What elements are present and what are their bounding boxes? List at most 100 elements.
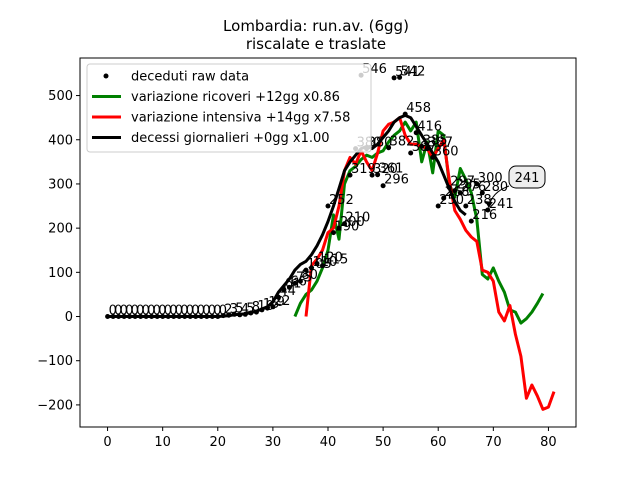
raw-data-point <box>430 154 436 160</box>
raw-data-point <box>160 314 166 319</box>
raw-data-label: 0 <box>147 304 155 319</box>
raw-data-point <box>331 230 336 236</box>
chart-title-line2: riscalate e traslate <box>246 35 386 53</box>
x-tick-label: 40 <box>320 435 337 450</box>
legend-label: deceduti raw data <box>131 70 249 85</box>
raw-data-label: 0 <box>213 304 221 319</box>
raw-data-label: 0 <box>208 304 216 319</box>
raw-data-point <box>485 207 491 213</box>
raw-data-point <box>132 314 138 319</box>
raw-data-point <box>270 304 276 310</box>
raw-data-point <box>303 267 309 273</box>
raw-data-label: 0 <box>125 304 133 319</box>
raw-data-point <box>468 218 474 224</box>
raw-data-point <box>138 314 144 319</box>
raw-data-label: 0 <box>114 304 122 319</box>
raw-data-point <box>314 261 320 266</box>
raw-data-point <box>479 190 485 196</box>
raw-data-point <box>286 284 292 290</box>
raw-data-point <box>253 309 259 315</box>
raw-data-point <box>463 203 469 209</box>
raw-data-label: 385 <box>423 133 448 148</box>
x-tick-label: 70 <box>485 435 502 450</box>
raw-data-point <box>198 314 204 319</box>
raw-data-point <box>121 314 127 319</box>
raw-data-point <box>204 314 210 319</box>
raw-data-point <box>220 313 226 319</box>
raw-data-label: 0 <box>164 304 172 319</box>
raw-data-point <box>242 311 248 317</box>
raw-data-label: 0 <box>191 304 199 319</box>
raw-data-label: 382 <box>390 135 415 150</box>
raw-data-label: 4 <box>241 302 249 317</box>
raw-data-point <box>391 75 397 81</box>
raw-data-point <box>369 172 375 178</box>
plot-area: 0000000000000000000002354581015192244616… <box>105 62 556 411</box>
raw-data-label: 3 <box>230 302 238 317</box>
x-tick-label: 50 <box>375 435 392 450</box>
raw-data-label: 0 <box>180 304 188 319</box>
raw-data-label: 0 <box>175 304 183 319</box>
raw-data-point <box>165 314 171 319</box>
raw-data-label: 5 <box>246 301 254 316</box>
x-tick-label: 10 <box>154 435 171 450</box>
raw-data-point <box>171 314 177 319</box>
raw-data-point <box>297 278 303 284</box>
raw-data-point <box>397 74 403 80</box>
raw-data-label: 0 <box>131 304 139 319</box>
legend-marker <box>103 73 109 79</box>
raw-data-point <box>347 172 353 178</box>
raw-data-label: 387 <box>428 136 453 151</box>
x-axis: 0 10 20 30 40 50 60 70 80 <box>103 427 557 450</box>
raw-data-point <box>231 311 237 317</box>
raw-data-label: 297 <box>450 175 475 190</box>
raw-data-label: 241 <box>489 197 514 212</box>
y-tick-label: 0 <box>65 310 73 325</box>
raw-data-point <box>292 280 298 286</box>
annotation-box <box>508 165 546 189</box>
raw-data-label: 0 <box>142 304 150 319</box>
legend: deceduti raw data variazione ricoveri +12… <box>86 63 372 153</box>
y-tick-label: −100 <box>37 354 73 369</box>
raw-data-label: 296 <box>384 173 409 188</box>
raw-data-label: 360 <box>434 144 459 159</box>
raw-data-label: 2 <box>224 303 232 318</box>
raw-data-label: 280 <box>483 180 508 195</box>
raw-data-label: 300 <box>478 171 503 186</box>
raw-data-label: 387 <box>412 140 437 155</box>
raw-data-point <box>309 265 314 271</box>
raw-data-point <box>215 314 221 319</box>
y-tick-label: 300 <box>48 177 73 192</box>
raw-data-point <box>105 314 111 319</box>
raw-data-label: 0 <box>158 304 166 319</box>
raw-data-point <box>457 190 463 196</box>
raw-data-point <box>402 111 408 117</box>
raw-data-label: 0 <box>120 304 128 319</box>
raw-data-point <box>336 225 342 231</box>
legend-label: decessi giornalieri +0gg x1.00 <box>131 131 330 146</box>
raw-data-label: 0 <box>109 304 117 319</box>
raw-data-label: 252 <box>329 193 354 208</box>
raw-data-point <box>248 310 254 316</box>
raw-data-label: 542 <box>401 64 426 79</box>
raw-data-point <box>154 314 160 319</box>
y-tick-label: −200 <box>37 398 73 413</box>
raw-data-label: 0 <box>169 304 177 319</box>
legend-label: variazione intensiva +14gg x7.58 <box>131 111 350 126</box>
raw-data-point <box>419 143 425 149</box>
raw-data-point <box>187 314 193 319</box>
raw-data-label: 458 <box>406 101 431 116</box>
raw-data-point <box>226 312 232 318</box>
y-tick-label: 500 <box>48 89 73 104</box>
raw-data-point <box>275 294 281 300</box>
raw-data-point <box>149 314 155 319</box>
raw-data-point <box>127 314 133 319</box>
y-axis: −200 −100 0 100 200 300 400 500 <box>37 89 80 413</box>
raw-data-point <box>320 263 325 269</box>
raw-data-label: 0 <box>197 304 205 319</box>
raw-data-label: 0 <box>186 304 194 319</box>
raw-data-point <box>116 314 122 319</box>
raw-data-point <box>143 314 149 319</box>
raw-data-label: 110 <box>313 255 338 270</box>
